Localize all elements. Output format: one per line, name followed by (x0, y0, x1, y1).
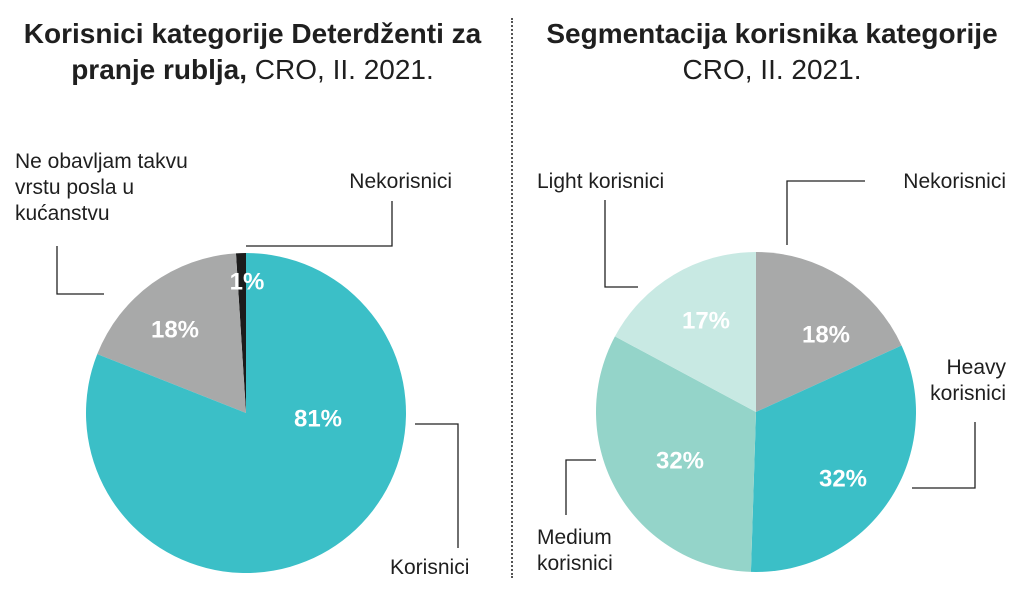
pie2-pct-heavy-korisnici: 32% (819, 465, 867, 492)
pie1-pct-korisnici: 81% (294, 405, 342, 432)
pie2-pct-light-korisnici: 17% (682, 307, 730, 334)
pie2-leader-light-korisnici (604, 200, 638, 288)
right-title-bold: Segmentacija korisnika kategorije (546, 18, 998, 49)
pie2-label-nekorisnici: Nekorisnici (903, 170, 1006, 193)
pie2-label-light-korisnici: Light korisnici (537, 170, 664, 193)
pie2-pct-medium-korisnici: 32% (656, 447, 704, 474)
pie1-slice-ne-obavljam-takvu-vrstu-posla-u-kucanstvu (97, 253, 246, 413)
pie2-slice-medium-korisnici (596, 336, 756, 572)
pie2-leader-nekorisnici (786, 180, 865, 245)
left-title-bold: Korisnici kategorije Deterdženti za pran… (23, 18, 482, 85)
pie2-leader-medium-korisnici (565, 459, 596, 515)
pie1-label-korisnici: Korisnici (390, 556, 469, 579)
pie1-slice-nekorisnici (235, 253, 246, 413)
left-title-rest: CRO, II. 2021. (247, 54, 434, 85)
pie2-label-heavy-korisnici: Heavy korisnici (930, 356, 1006, 405)
left-chart-title: Korisnici kategorije Deterdženti za pran… (0, 16, 505, 88)
pie1-pct-nekorisnici: 1% (230, 268, 265, 295)
pie1-pct-ne-obavljam-takvu-vrstu-posla-u-kucanstvu: 18% (151, 316, 199, 343)
pie2-slice-heavy-korisnici (750, 345, 916, 572)
pie1-leader-ne-obavljam-takvu-vrstu-posla-u-kucanstvu (56, 246, 104, 295)
pie1-label-nekorisnici: Nekorisnici (349, 170, 452, 193)
dotted-divider (511, 18, 513, 578)
pie2-pct-nekorisnici: 18% (802, 321, 850, 348)
right-title-rest: CRO, II. 2021. (682, 54, 862, 85)
pie1-leader-nekorisnici (246, 201, 393, 247)
pie2-label-medium-korisnici: Medium korisnici (537, 526, 613, 575)
pie2-leader-heavy-korisnici (912, 422, 976, 489)
pie2-slice-light-korisnici (614, 252, 756, 412)
pie1-slice-korisnici (85, 253, 406, 573)
pie2-slice-nekorisnici (756, 252, 902, 412)
pie1-label-ne-obavljam-takvu-vrstu-posla-u-kucanstvu: Ne obavljam takvu vrstu posla u kućanstvu (15, 150, 188, 225)
pie1-leader-korisnici (415, 423, 459, 548)
right-chart-title: Segmentacija korisnika kategorije CRO, I… (520, 16, 1024, 88)
